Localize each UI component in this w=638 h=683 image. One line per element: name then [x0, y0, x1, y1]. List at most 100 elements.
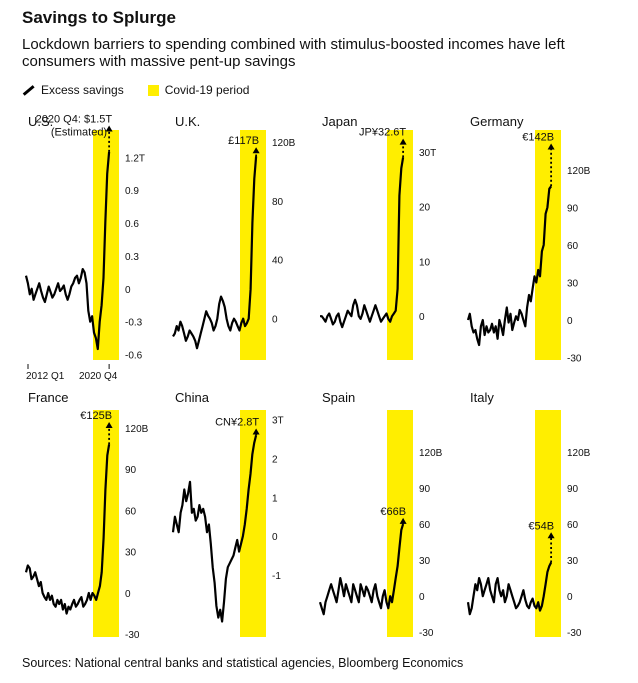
y-tick-label-unit: 120B	[272, 138, 296, 149]
x-tick-label: 2020 Q4	[79, 371, 118, 382]
y-tick-label: -0.6	[125, 351, 143, 362]
y-tick-label-unit: 120B	[567, 166, 591, 177]
y-tick-label: -0.3	[125, 318, 143, 329]
y-tick-label: 90	[125, 465, 137, 476]
y-tick-label: 90	[567, 204, 579, 215]
y-tick-label: 0	[567, 592, 573, 603]
panel-title: Germany	[470, 114, 524, 129]
legend-box-label: Covid-19 period	[164, 83, 250, 97]
y-tick-label: -30	[567, 628, 582, 639]
covid-period-band	[535, 130, 561, 360]
y-tick-label: 60	[419, 520, 431, 531]
y-tick-label: 0.9	[125, 186, 139, 197]
annotation-label-2: (Estimated)	[51, 127, 107, 139]
panel-us: U.S. -0.6 -0.3 0 0.3 0.6 0.9 1.2T 2012 Q1 2020 Q4…	[24, 114, 145, 382]
covid-period-band	[93, 410, 119, 637]
annotation-label: 2020 Q4: $1.5T	[36, 114, 113, 126]
y-tick-label: 30	[419, 556, 431, 567]
y-tick-label: 2	[272, 455, 278, 466]
y-tick-label: 0	[272, 315, 278, 326]
annotation-label: JP¥32.6T	[359, 127, 406, 139]
y-tick-label: 0	[125, 589, 131, 600]
y-tick-label: 10	[419, 257, 431, 268]
covid-period-band	[93, 130, 119, 360]
y-tick-label-unit: 120B	[567, 448, 591, 459]
y-tick-label: -30	[567, 354, 582, 365]
y-tick-label: 90	[567, 484, 579, 495]
y-tick-label: 30	[125, 548, 137, 559]
y-tick-label: 90	[419, 484, 431, 495]
annotation-label: €54B	[528, 520, 554, 532]
y-tick-label: -1	[272, 571, 281, 582]
y-tick-label: 1.2T	[125, 153, 145, 164]
chart-subtitle: Lockdown barriers to spending combined w…	[22, 36, 565, 70]
panel-title: Italy	[470, 390, 494, 405]
annotation-label: €66B	[380, 506, 406, 518]
excess-savings-line	[318, 523, 405, 616]
excess-savings-line	[171, 434, 258, 623]
panel-uk: U.K. 0 40 80 120B £117B	[172, 114, 296, 360]
excess-savings-line	[320, 157, 405, 329]
y-tick-label: 60	[125, 506, 137, 517]
y-tick-label-unit: 30T	[419, 148, 436, 159]
arrow-head-icon	[105, 125, 113, 132]
panel-france: France -30 0 30 60 90 120B €125B	[24, 390, 149, 641]
panel-title: China	[175, 390, 210, 405]
y-tick-label-unit: 120B	[125, 424, 149, 435]
panel-japan: Japan 0 10 20 30T JP¥32.6T	[320, 114, 436, 360]
excess-savings-line	[466, 562, 553, 616]
annotation-label: CN¥2.8T	[215, 416, 259, 428]
source-note: Sources: National central banks and stat…	[22, 656, 464, 670]
panel-title: Japan	[322, 114, 357, 129]
y-tick-label: 40	[272, 256, 284, 267]
excess-savings-line	[24, 151, 111, 351]
arrow-head-icon	[252, 428, 260, 435]
y-tick-label: 0.6	[125, 219, 139, 230]
y-tick-label: 1	[272, 493, 278, 504]
y-tick-label: 60	[567, 241, 579, 252]
y-tick-label: 60	[567, 520, 579, 531]
y-tick-label: 30	[567, 556, 579, 567]
y-tick-label: 0	[125, 285, 131, 296]
excess-savings-line	[24, 444, 111, 615]
y-tick-label-unit: 3T	[272, 416, 284, 427]
y-tick-label: -30	[419, 628, 434, 639]
arrow-head-icon	[547, 532, 555, 539]
excess-savings-line	[172, 156, 258, 350]
y-tick-label: -30	[125, 630, 140, 641]
legend-line-label: Excess savings	[41, 83, 124, 97]
panel-title: France	[28, 390, 68, 405]
covid-period-band	[535, 410, 561, 637]
y-tick-label: 0	[567, 316, 573, 327]
chart-title: Savings to Splurge	[22, 8, 176, 27]
legend: Excess savings Covid-19 period	[22, 83, 249, 97]
annotation-label: €142B	[522, 132, 554, 144]
y-tick-label: 0.3	[125, 252, 139, 263]
covid-period-band	[387, 130, 413, 360]
panel-spain: Spain -30 0 30 60 90 120B €66B	[318, 390, 443, 639]
arrow-head-icon	[399, 138, 407, 145]
y-tick-label: 0	[419, 312, 425, 323]
panel-italy: Italy -30 0 30 60 90 120B €54B	[466, 390, 591, 639]
panel-germany: Germany -30 0 30 60 90 120B €142B	[466, 114, 591, 365]
excess-savings-line	[466, 185, 552, 347]
x-tick-label: 2012 Q1	[26, 371, 65, 382]
panel-title: Spain	[322, 390, 355, 405]
y-tick-label: 20	[419, 203, 431, 214]
annotation-label: £117B	[228, 135, 259, 147]
arrow-head-icon	[105, 422, 113, 429]
arrow-head-icon	[547, 143, 555, 150]
y-tick-label: 0	[272, 532, 278, 543]
covid-period-swatch-icon	[147, 84, 159, 96]
arrow-head-icon	[399, 517, 407, 524]
y-tick-label: 0	[419, 592, 425, 603]
arrow-head-icon	[252, 147, 260, 154]
panel-china: China -1 0 1 2 3T CN¥2.8T	[171, 390, 284, 637]
y-tick-label-unit: 120B	[419, 448, 443, 459]
panel-title: U.K.	[175, 114, 200, 129]
y-tick-label: 80	[272, 197, 284, 208]
y-tick-label: 30	[567, 279, 579, 290]
annotation-label: €125B	[80, 410, 112, 422]
panel-title: U.S.	[28, 114, 53, 129]
